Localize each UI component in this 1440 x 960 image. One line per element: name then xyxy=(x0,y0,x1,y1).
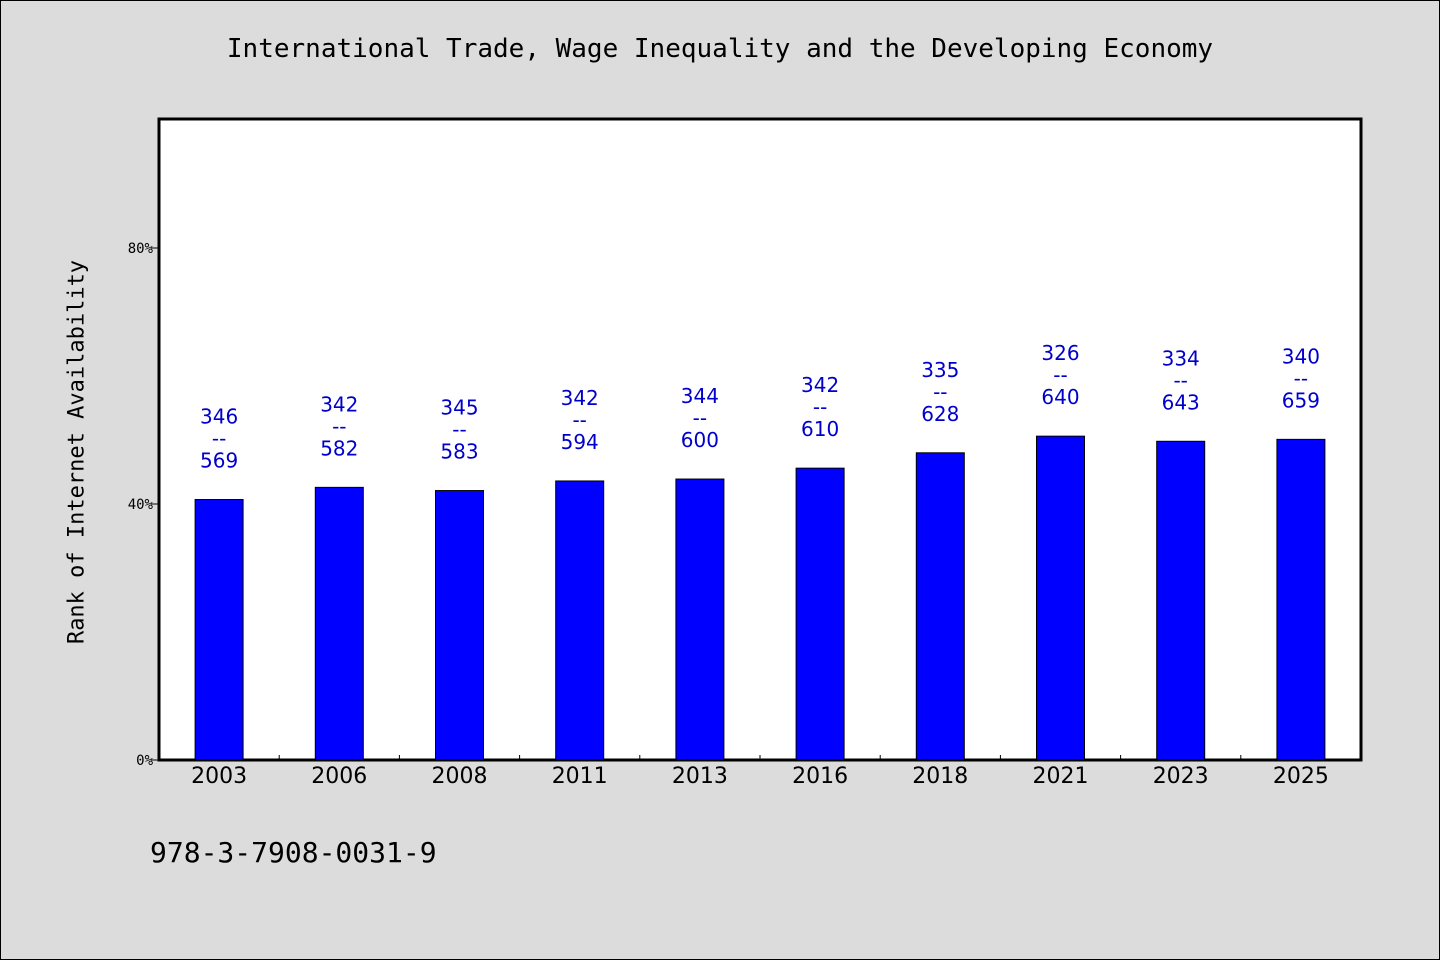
data-labels: 346--569342--582345--583342--594344--600… xyxy=(200,341,1320,472)
bar-2021 xyxy=(1036,435,1085,761)
data-label: 326 xyxy=(1041,341,1079,365)
x-tick-label: 2006 xyxy=(311,764,367,789)
x-tick-label: 2016 xyxy=(792,764,848,789)
data-label: 334 xyxy=(1162,346,1200,370)
data-label: 659 xyxy=(1282,388,1320,412)
data-label: 600 xyxy=(681,428,719,452)
data-label: 610 xyxy=(801,417,839,441)
data-label: 342 xyxy=(801,373,839,397)
data-label: 643 xyxy=(1162,390,1200,414)
data-label: -- xyxy=(693,406,707,430)
data-label: 582 xyxy=(320,436,358,460)
data-label: -- xyxy=(813,395,827,419)
x-tick-label: 2023 xyxy=(1153,764,1209,789)
bar-2025 xyxy=(1276,438,1326,761)
bar-2011 xyxy=(555,480,605,761)
bar-2016 xyxy=(795,467,845,761)
bar-2018 xyxy=(915,452,965,761)
x-tick-label: 2025 xyxy=(1273,764,1329,789)
data-label: 594 xyxy=(561,430,599,454)
x-tick-label: 2011 xyxy=(552,764,608,789)
x-tick-label: 2013 xyxy=(672,764,728,789)
y-tick-label: 40% xyxy=(128,497,154,513)
y-tick-label: 80% xyxy=(128,241,154,257)
data-label: 346 xyxy=(200,405,238,429)
data-label: 342 xyxy=(561,386,599,410)
bar-2003 xyxy=(194,499,244,761)
data-label: 628 xyxy=(921,402,959,426)
data-label: -- xyxy=(1294,366,1308,390)
bar-2013 xyxy=(675,478,725,761)
data-label: -- xyxy=(1173,368,1187,392)
data-label: -- xyxy=(212,427,226,451)
data-label: 640 xyxy=(1041,385,1079,409)
chart-title: International Trade, Wage Inequality and… xyxy=(226,34,1214,64)
data-label: 340 xyxy=(1282,344,1320,368)
bar-2008 xyxy=(435,490,484,761)
bars xyxy=(194,435,1326,761)
x-tick-label: 2008 xyxy=(432,764,488,789)
axes: 0% 40% 80% 2003 2006 2008 2011 2013 2016 2018 2021… xyxy=(128,241,1329,789)
data-label: 583 xyxy=(440,440,478,464)
data-label: -- xyxy=(1053,363,1067,387)
data-label: 345 xyxy=(440,396,478,420)
data-label: -- xyxy=(933,380,947,404)
data-label: 342 xyxy=(320,392,358,416)
data-label: -- xyxy=(332,414,346,438)
bar-2023 xyxy=(1156,440,1206,761)
x-tick-label: 2021 xyxy=(1033,764,1089,789)
data-label: -- xyxy=(452,418,466,442)
bar-2006 xyxy=(314,486,364,761)
x-tick-label: 2003 xyxy=(191,764,247,789)
data-label: 335 xyxy=(921,358,959,382)
data-label: -- xyxy=(572,408,586,432)
x-tick-label: 2018 xyxy=(912,764,968,789)
isbn-footer: 978-3-7908-0031-9 xyxy=(150,836,437,869)
data-label: 569 xyxy=(200,449,238,473)
y-tick-label: 0% xyxy=(136,753,153,769)
data-label: 344 xyxy=(681,384,719,408)
